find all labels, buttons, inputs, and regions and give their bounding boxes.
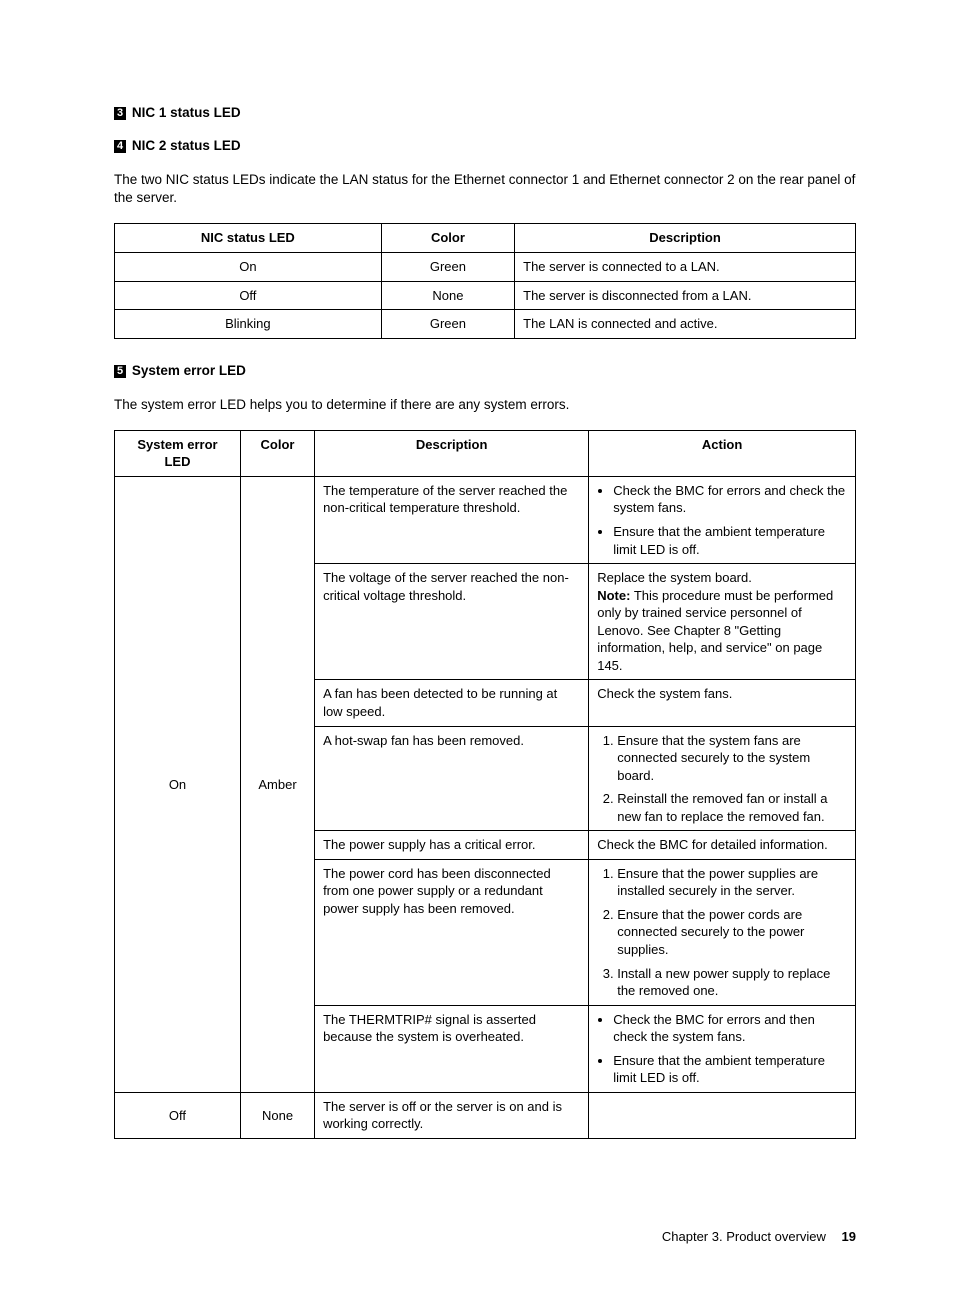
cell-action	[589, 1092, 856, 1138]
list-item: Install a new power supply to replace th…	[617, 965, 847, 1000]
cell: On	[115, 252, 382, 281]
cell-desc: The THERMTRIP# signal is asserted becaus…	[315, 1005, 589, 1092]
table-header-row: System error LED Color Description Actio…	[115, 430, 856, 476]
action-list: Check the BMC for errors and then check …	[597, 1011, 847, 1087]
action-list: Check the BMC for errors and check the s…	[597, 482, 847, 558]
cell: The server is connected to a LAN.	[515, 252, 856, 281]
cell: Green	[381, 252, 514, 281]
list-item: Check the BMC for errors and check the s…	[613, 482, 847, 517]
table-header-row: NIC status LED Color Description	[115, 224, 856, 253]
cell: Off	[115, 281, 382, 310]
th-description: Description	[515, 224, 856, 253]
action-list: Ensure that the system fans are connecte…	[597, 732, 847, 826]
cell-desc: The power cord has been disconnected fro…	[315, 859, 589, 1005]
th-color: Color	[381, 224, 514, 253]
page-footer: Chapter 3. Product overview 19	[114, 1229, 856, 1244]
th-syserr-led: System error LED	[115, 430, 241, 476]
table-row: Off None The server is disconnected from…	[115, 281, 856, 310]
th-nic-status: NIC status LED	[115, 224, 382, 253]
cell: Green	[381, 310, 514, 339]
page: 3 NIC 1 status LED 4 NIC 2 status LED Th…	[0, 0, 954, 1304]
footer-page-number: 19	[842, 1229, 856, 1244]
cell-state-on: On	[115, 476, 241, 1092]
cell-action: Ensure that the system fans are connecte…	[589, 726, 856, 831]
cell-desc: The server is off or the server is on an…	[315, 1092, 589, 1138]
cell-color-amber: Amber	[240, 476, 314, 1092]
cell-desc: The voltage of the server reached the no…	[315, 564, 589, 680]
cell: The LAN is connected and active.	[515, 310, 856, 339]
table-row: Off None The server is off or the server…	[115, 1092, 856, 1138]
cell-desc: The power supply has a critical error.	[315, 831, 589, 860]
table-row: On Green The server is connected to a LA…	[115, 252, 856, 281]
cell: The server is disconnected from a LAN.	[515, 281, 856, 310]
cell-desc: A fan has been detected to be running at…	[315, 680, 589, 726]
list-item: Ensure that the power supplies are insta…	[617, 865, 847, 900]
nic-intro-para: The two NIC status LEDs indicate the LAN…	[114, 171, 856, 207]
heading-nic2: 4 NIC 2 status LED	[114, 138, 856, 153]
heading-nic2-text: NIC 2 status LED	[132, 138, 241, 153]
list-item: Ensure that the ambient temperature limi…	[613, 523, 847, 558]
cell: None	[381, 281, 514, 310]
syserr-intro-para: The system error LED helps you to determ…	[114, 396, 856, 414]
cell-state-off: Off	[115, 1092, 241, 1138]
heading-syserr-text: System error LED	[132, 363, 246, 378]
callout-5: 5	[114, 365, 126, 378]
action-list: Ensure that the power supplies are insta…	[597, 865, 847, 1000]
cell-color-none: None	[240, 1092, 314, 1138]
cell-action: Check the system fans.	[589, 680, 856, 726]
list-item: Ensure that the power cords are connecte…	[617, 906, 847, 959]
heading-nic1: 3 NIC 1 status LED	[114, 105, 856, 120]
th-action: Action	[589, 430, 856, 476]
callout-4: 4	[114, 140, 126, 153]
heading-nic1-text: NIC 1 status LED	[132, 105, 241, 120]
table-row: Blinking Green The LAN is connected and …	[115, 310, 856, 339]
cell-action: Replace the system board. Note: This pro…	[589, 564, 856, 680]
list-item: Ensure that the ambient temperature limi…	[613, 1052, 847, 1087]
cell-action: Ensure that the power supplies are insta…	[589, 859, 856, 1005]
cell: Blinking	[115, 310, 382, 339]
list-item: Ensure that the system fans are connecte…	[617, 732, 847, 785]
cell-desc: The temperature of the server reached th…	[315, 476, 589, 563]
footer-chapter: Chapter 3. Product overview	[662, 1229, 826, 1244]
nic-status-table: NIC status LED Color Description On Gree…	[114, 223, 856, 338]
heading-syserr: 5 System error LED	[114, 363, 856, 378]
cell-action: Check the BMC for detailed information.	[589, 831, 856, 860]
cell-action: Check the BMC for errors and check the s…	[589, 476, 856, 563]
system-error-table: System error LED Color Description Actio…	[114, 430, 856, 1139]
note-label: Note:	[597, 588, 630, 603]
list-item: Reinstall the removed fan or install a n…	[617, 790, 847, 825]
cell-action: Check the BMC for errors and then check …	[589, 1005, 856, 1092]
callout-3: 3	[114, 107, 126, 120]
action-line: Replace the system board.	[597, 570, 752, 585]
table-row: On Amber The temperature of the server r…	[115, 476, 856, 563]
th-description: Description	[315, 430, 589, 476]
cell-desc: A hot-swap fan has been removed.	[315, 726, 589, 831]
list-item: Check the BMC for errors and then check …	[613, 1011, 847, 1046]
note-body: This procedure must be performed only by…	[597, 588, 833, 673]
th-color: Color	[240, 430, 314, 476]
